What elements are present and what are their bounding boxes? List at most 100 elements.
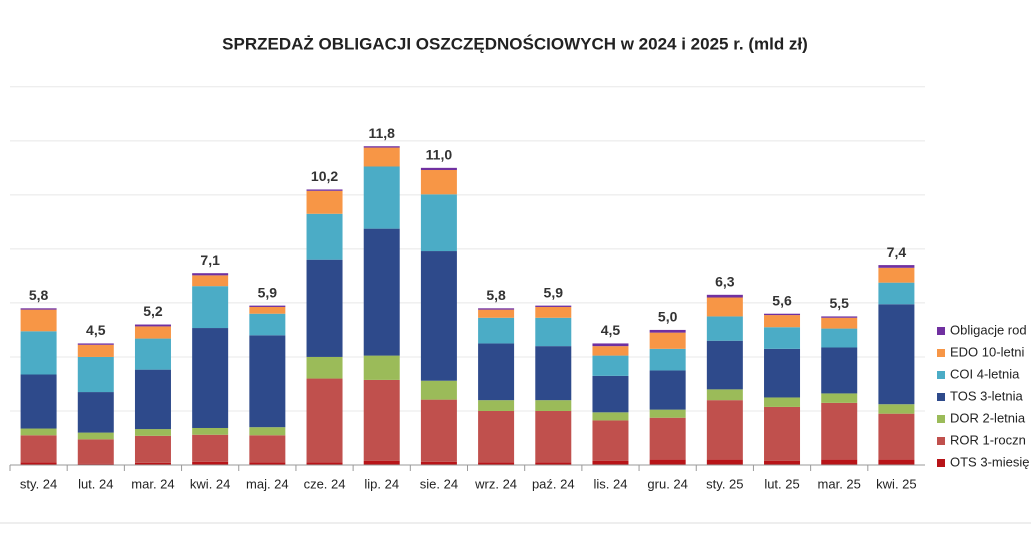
bar-segment: [706, 400, 743, 460]
legend-label: Obligacje rod: [950, 322, 1027, 337]
x-tick-label: paź. 24: [532, 476, 575, 491]
bar-segment: [535, 317, 572, 347]
bar-segment: [478, 309, 515, 318]
bar-segment: [420, 194, 457, 252]
bar-segment: [649, 348, 686, 371]
bar-segment: [706, 316, 743, 341]
bar-segment: [878, 267, 915, 283]
bar-segment: [20, 374, 57, 429]
bar-segment: [878, 459, 915, 465]
bar-segment: [134, 429, 171, 436]
bar-segment: [764, 315, 801, 328]
bar-segment: [20, 428, 57, 436]
bar-segment: [77, 356, 114, 393]
bar-segment: [420, 170, 457, 195]
bar-segment: [764, 397, 801, 407]
total-label: 7,1: [200, 252, 220, 268]
legend-label: ROR 1-roczn: [950, 432, 1026, 447]
x-tick-label: mar. 25: [818, 476, 861, 491]
bar-segment: [649, 459, 686, 465]
bar-segment: [77, 439, 114, 464]
x-tick-label: sty. 24: [20, 476, 57, 491]
bar-segment: [592, 460, 629, 465]
bar-segment: [821, 393, 858, 403]
bar-segment: [878, 404, 915, 414]
bar-segment: [77, 392, 114, 433]
bar-segment: [363, 460, 400, 465]
bar-segment: [134, 338, 171, 370]
bar-segment: [420, 251, 457, 381]
legend-label: TOS 3-letnia: [950, 388, 1024, 403]
bar-segment: [77, 344, 114, 357]
bar-segment: [821, 402, 858, 460]
total-label: 11,8: [368, 125, 395, 141]
bar-segment: [592, 346, 629, 356]
total-label: 5,9: [544, 284, 564, 300]
bar-segment: [192, 461, 229, 465]
bar-segment: [420, 461, 457, 465]
bar-segment: [20, 462, 57, 465]
x-tick-label: wrz. 24: [474, 476, 517, 491]
bar-segment: [249, 427, 286, 436]
bar-segment: [706, 389, 743, 401]
bar-segment: [592, 420, 629, 461]
bar-segment: [249, 435, 286, 463]
bar-segment: [249, 335, 286, 428]
legend-swatch: [937, 371, 945, 379]
bar-segment: [134, 324, 171, 327]
bar-segment: [420, 399, 457, 462]
total-label: 5,0: [658, 309, 678, 325]
total-label: 4,5: [86, 322, 106, 338]
bar-segment: [306, 190, 343, 214]
bar-segment: [649, 370, 686, 410]
bar-segment: [306, 189, 343, 191]
x-tick-label: maj. 24: [246, 476, 289, 491]
legend-swatch: [937, 459, 945, 467]
bar-segment: [249, 313, 286, 336]
total-label: 5,2: [143, 303, 163, 319]
bar-segment: [821, 459, 858, 465]
x-tick-label: kwi. 24: [190, 476, 230, 491]
bar-segment: [821, 347, 858, 394]
total-label: 5,8: [29, 287, 49, 303]
bar-segment: [478, 410, 515, 463]
bar-segment: [478, 343, 515, 401]
bar-segment: [706, 459, 743, 465]
legend-swatch: [937, 327, 945, 335]
bar-segment: [134, 435, 171, 463]
bar-segment: [649, 332, 686, 349]
bar-segment: [192, 427, 229, 435]
total-label: 5,8: [486, 287, 506, 303]
bar-segment: [478, 400, 515, 411]
bar-segment: [649, 409, 686, 418]
bar-segment: [77, 343, 114, 345]
bar-segment: [478, 308, 515, 310]
x-tick-label: lut. 24: [78, 476, 113, 491]
bar-segment: [306, 378, 343, 463]
bar-segment: [821, 328, 858, 348]
x-tick-label: sie. 24: [420, 476, 458, 491]
bar-segment: [363, 146, 400, 148]
x-tick-label: cze. 24: [304, 476, 346, 491]
bar-segment: [878, 304, 915, 405]
bar-segment: [821, 316, 858, 318]
bar-segment: [649, 329, 686, 333]
legend-label: COI 4-letnia: [950, 366, 1020, 381]
x-tick-label: sty. 25: [706, 476, 743, 491]
bar-segment: [363, 166, 400, 229]
bar-segment: [878, 282, 915, 305]
total-label: 5,5: [829, 295, 849, 311]
bar-segment: [592, 355, 629, 376]
bar-segment: [478, 462, 515, 465]
bar-segment: [764, 327, 801, 349]
bar-segment: [706, 294, 743, 298]
bar-segment: [20, 309, 57, 332]
legend-label: DOR 2-letnia: [950, 410, 1026, 425]
total-label: 5,6: [772, 292, 792, 308]
bar-segment: [249, 462, 286, 465]
bar-segment: [535, 346, 572, 401]
total-label: 11,0: [426, 147, 453, 163]
bar-segment: [134, 369, 171, 430]
bar-segment: [420, 167, 457, 171]
